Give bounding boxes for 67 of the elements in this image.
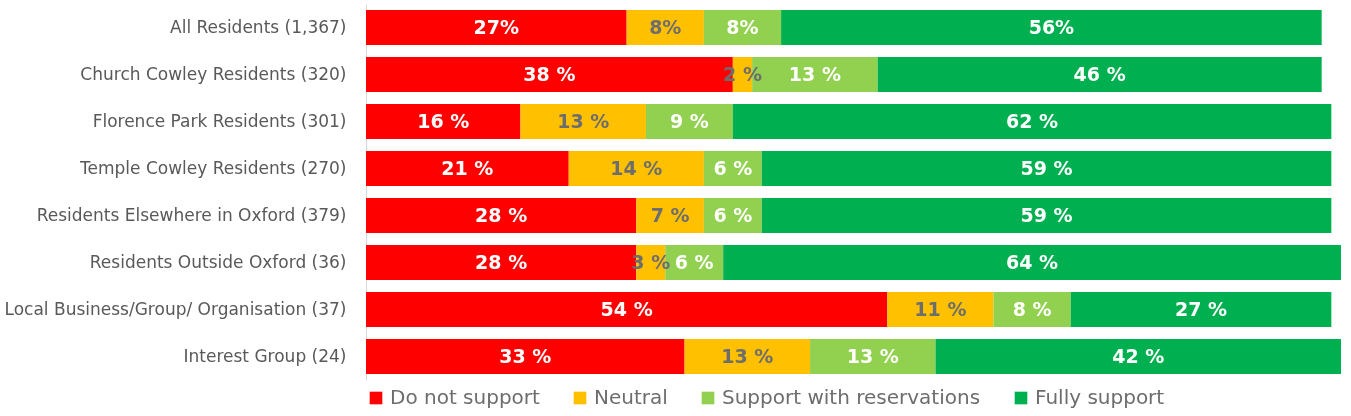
y-tick-label: Residents Elsewhere in Oxford (379) [36, 204, 347, 225]
data-label: 46 % [1073, 62, 1126, 85]
bar [810, 339, 936, 374]
y-tick-label: Local Business/Group/ Organisation (37) [4, 298, 347, 319]
bar [761, 198, 1332, 233]
data-label: 13 % [846, 344, 899, 367]
bar [887, 292, 994, 327]
data-label: 8% [726, 15, 759, 38]
data-label: 28 % [475, 250, 528, 273]
bar [626, 10, 704, 45]
data-label: 54 % [600, 297, 653, 320]
legend-label: Neutral [594, 385, 668, 409]
bar [1070, 292, 1332, 327]
data-label: 6 % [713, 156, 753, 179]
data-label: 28 % [475, 203, 528, 226]
bar [993, 292, 1071, 327]
data-label: 6 % [713, 203, 753, 226]
data-label: 33 % [499, 344, 552, 367]
bar [366, 151, 569, 186]
bar [568, 151, 704, 186]
data-label: 27 % [1174, 297, 1228, 320]
y-tick-label: All Residents (1,367) [170, 16, 347, 37]
data-label: 8% [649, 15, 682, 38]
bar [935, 339, 1341, 374]
data-label: 27% [473, 15, 520, 38]
data-label: 38 % [523, 62, 576, 85]
data-label: 59 % [1020, 203, 1073, 226]
data-label: 6 % [674, 250, 714, 273]
data-label: 13 % [788, 62, 841, 85]
bar [732, 104, 1332, 139]
bar [366, 57, 733, 92]
bar [684, 339, 811, 374]
bar [366, 292, 888, 327]
data-label: 11 % [914, 297, 967, 320]
bar [703, 10, 782, 45]
data-label: 13 % [721, 344, 774, 367]
bar [645, 104, 733, 139]
bar [366, 198, 637, 233]
data-label: 21 % [441, 156, 494, 179]
data-label: 8 % [1012, 297, 1052, 320]
bar [761, 151, 1332, 186]
bar [723, 245, 1341, 280]
data-label: 7 % [650, 203, 690, 226]
data-label: 9 % [669, 109, 709, 132]
legend-label: Support with reservations [722, 385, 981, 409]
data-label: 62 % [1006, 109, 1059, 132]
data-label: 56% [1028, 15, 1075, 38]
data-label: 16 % [417, 109, 470, 132]
y-tick-label: Florence Park Residents (301) [92, 110, 347, 131]
y-tick-label: Residents Outside Oxford (36) [89, 251, 347, 272]
data-label: 59 % [1020, 156, 1073, 179]
data-label: 14 % [610, 156, 663, 179]
y-tick-label: Church Cowley Residents (320) [80, 63, 347, 84]
data-label: 64 % [1006, 250, 1059, 273]
bar [366, 10, 627, 45]
bar [520, 104, 646, 139]
data-label: 42 % [1112, 344, 1165, 367]
legend-label: Do not support [390, 385, 541, 409]
data-label: 13 % [557, 109, 610, 132]
y-tick-label: Interest Group (24) [183, 345, 347, 366]
bar [636, 198, 704, 233]
y-tick-label: Temple Cowley Residents (270) [79, 157, 347, 178]
bar [877, 57, 1322, 92]
bar [781, 10, 1322, 45]
bar [366, 339, 685, 374]
bar [366, 104, 521, 139]
legend-label: Fully support [1035, 385, 1165, 409]
